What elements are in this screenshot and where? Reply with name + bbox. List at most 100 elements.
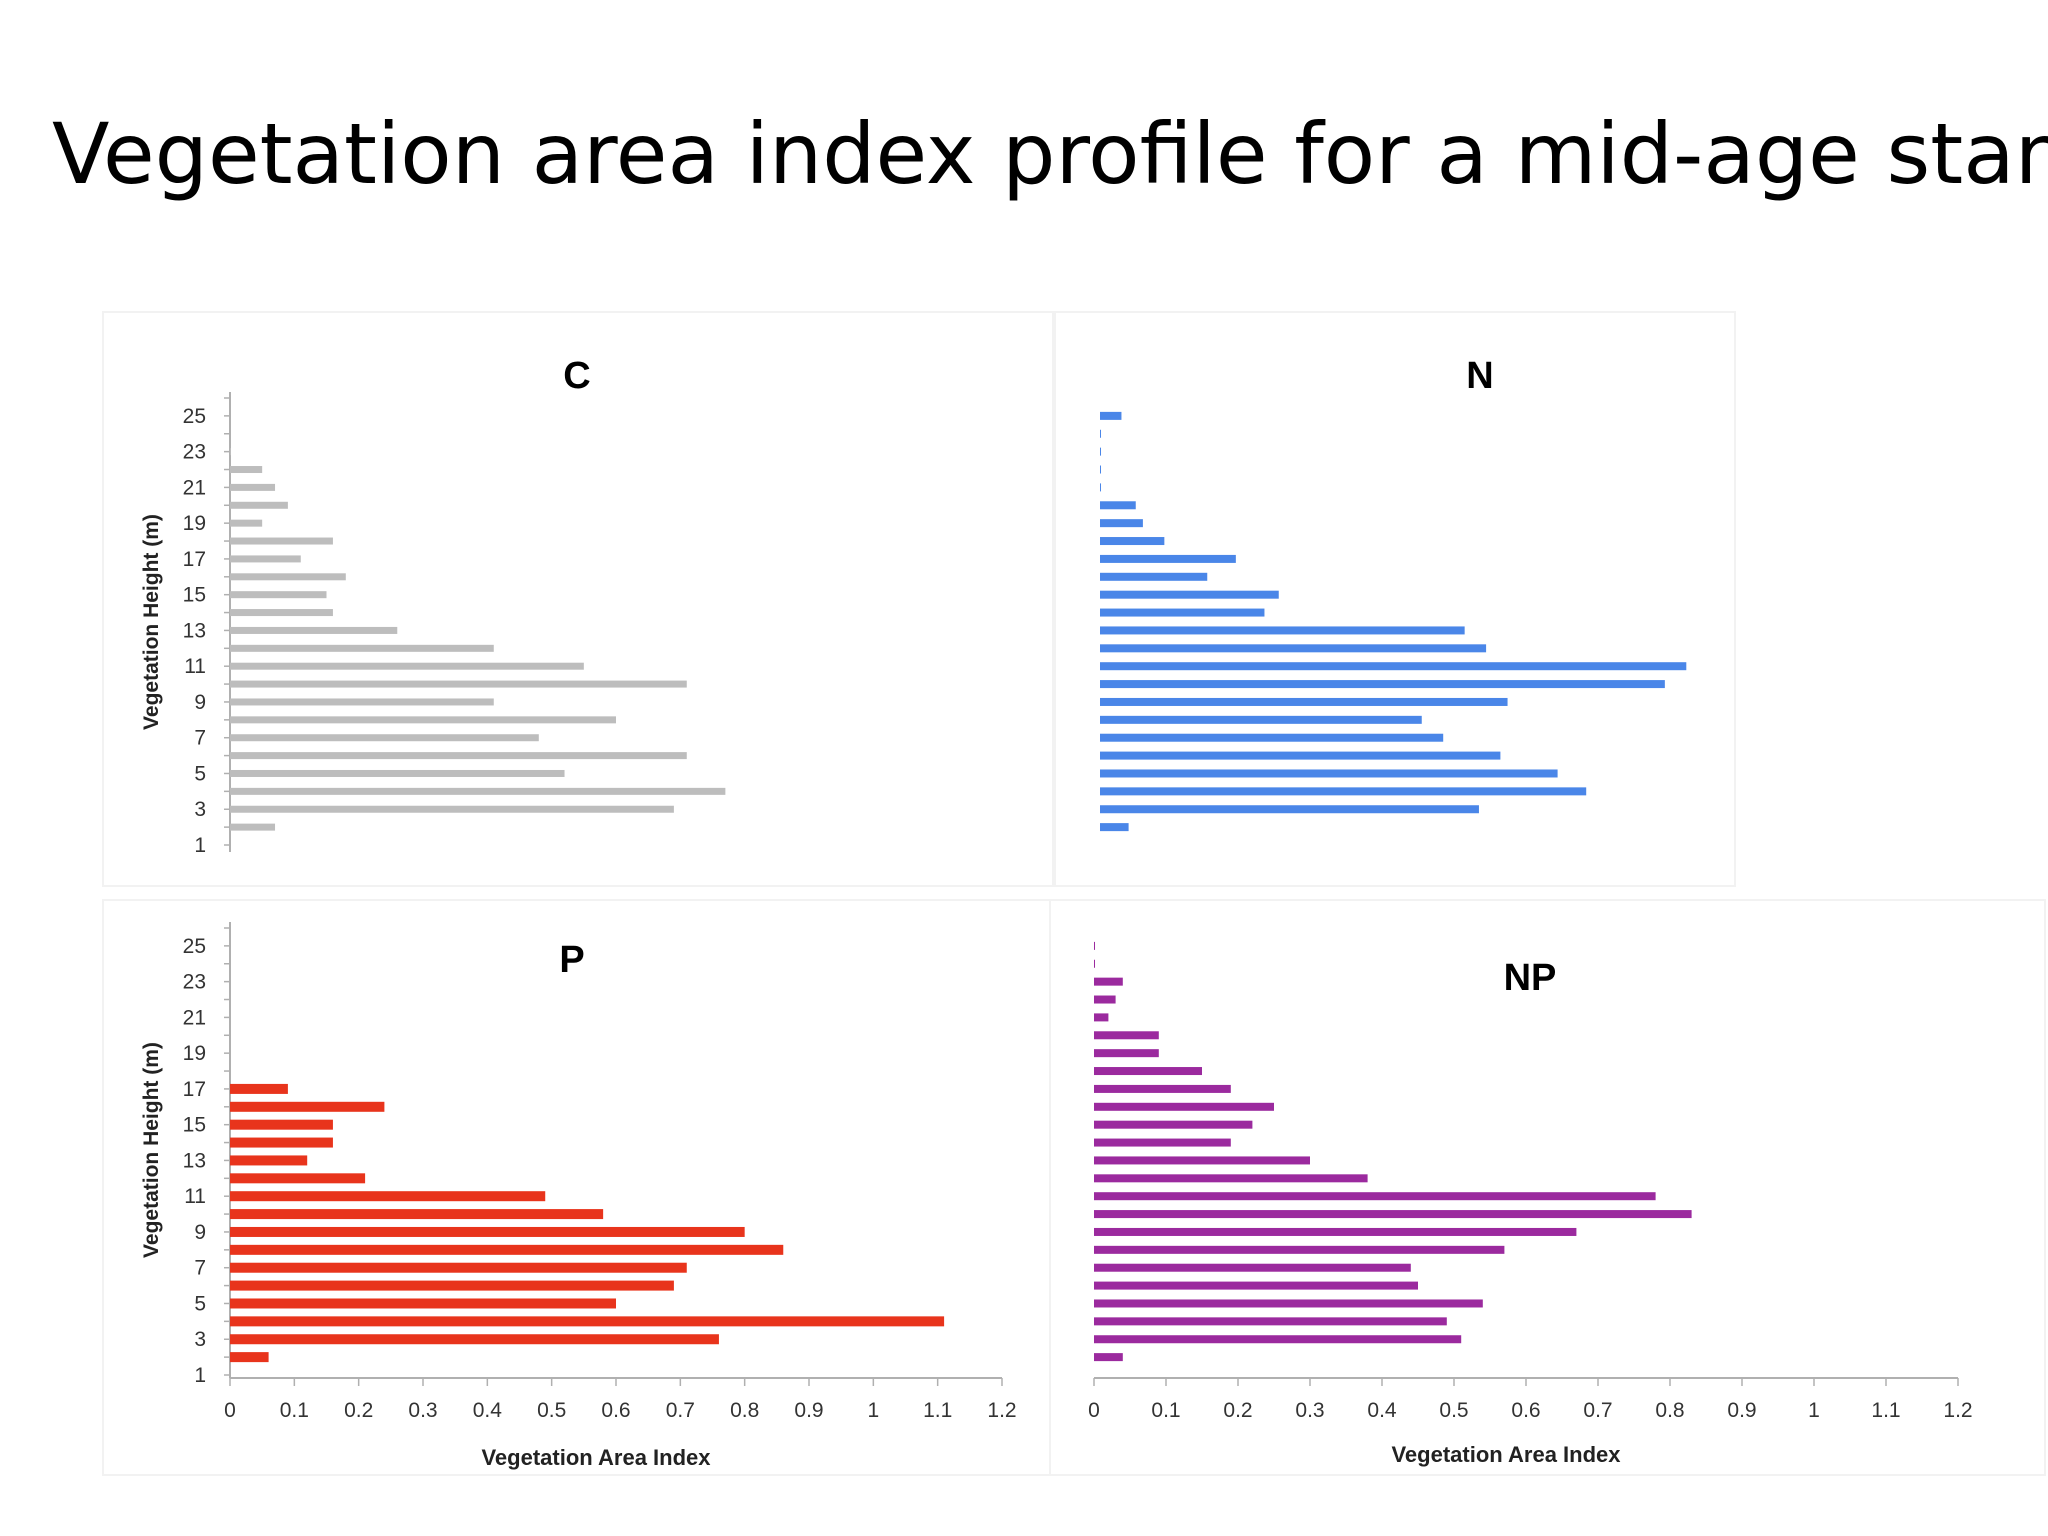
bar [1100, 572, 1208, 581]
x-tick-label: 0.8 [730, 1399, 759, 1422]
x-tick-label: 0.2 [344, 1399, 373, 1422]
chart-title: C [563, 355, 590, 397]
bar [230, 1173, 366, 1184]
x-tick-label: 1.1 [1871, 1399, 1900, 1422]
x-tick-label: 0.1 [1151, 1399, 1180, 1422]
x-tick-label: 0.4 [1367, 1399, 1397, 1422]
x-tick-label: 0 [224, 1399, 236, 1422]
bar [1094, 1245, 1505, 1254]
y-tick-label: 23 [183, 441, 206, 464]
bar [230, 466, 263, 474]
bar [230, 1316, 945, 1327]
y-tick-label: 11 [184, 1185, 206, 1208]
x-tick-label: 0.7 [666, 1399, 695, 1422]
bar [1094, 1120, 1253, 1129]
bar [230, 537, 333, 545]
chart-title: N [1466, 355, 1493, 397]
y-tick-label: 23 [183, 971, 206, 994]
y-tick-label: 7 [194, 1257, 206, 1280]
bar [1094, 1353, 1123, 1362]
x-tick-label: 0.3 [1295, 1399, 1324, 1422]
bar [230, 752, 687, 760]
y-tick-label: 11 [184, 655, 206, 678]
bar [230, 501, 288, 509]
x-tick-label: 1.1 [923, 1399, 952, 1422]
x-tick-label: 1.2 [987, 1399, 1016, 1422]
y-tick-label: 9 [194, 691, 206, 714]
bar [1100, 519, 1143, 528]
bar [230, 698, 494, 706]
x-tick-label: 1 [867, 1399, 879, 1422]
bar [1100, 787, 1587, 796]
bar [1100, 644, 1487, 653]
panel-background [102, 311, 1054, 887]
bar [230, 823, 276, 831]
bar [230, 716, 616, 724]
bar [230, 734, 539, 742]
y-tick-label: 13 [183, 619, 206, 642]
y-tick-label: 15 [183, 584, 206, 607]
bar [230, 1119, 333, 1130]
x-tick-label: 0.5 [1439, 1399, 1468, 1422]
panel-background [1054, 311, 1736, 887]
x-tick-label: 1.2 [1943, 1399, 1972, 1422]
y-tick-label: 1 [194, 834, 206, 857]
bar [230, 662, 584, 670]
bar [1100, 483, 1101, 492]
bar [230, 519, 263, 527]
bar [1094, 1192, 1656, 1201]
x-tick-label: 0.1 [280, 1399, 309, 1422]
bar [1100, 590, 1279, 599]
bar [230, 1334, 719, 1345]
bar [230, 1262, 687, 1273]
chart-panel-n: N [1054, 311, 1736, 887]
bar [1100, 608, 1265, 617]
y-tick-label: 17 [183, 548, 206, 571]
bar [230, 680, 687, 688]
y-tick-label: 17 [183, 1078, 206, 1101]
bar [1094, 1174, 1368, 1183]
bar [1094, 1299, 1483, 1308]
bar [1094, 1084, 1231, 1093]
bar [1094, 1210, 1692, 1219]
y-tick-label: 7 [194, 727, 206, 750]
y-axis-label: Vegetation Height (m) [140, 1042, 163, 1258]
bar [230, 1101, 385, 1112]
y-axis-label: Vegetation Height (m) [140, 514, 163, 730]
y-tick-label: 3 [194, 1328, 206, 1351]
bar [1094, 941, 1095, 950]
bar [230, 1155, 308, 1166]
bar [1094, 1156, 1310, 1165]
chart-panel-np: NP 0 0.1 0.2 0.3 0.4 0.5 0.6 0.7 0.8 0.9 1 1.1 1.2 Veg… [1049, 899, 2046, 1476]
chart-title: P [559, 939, 584, 981]
bar [1100, 501, 1136, 510]
bar [1100, 697, 1508, 706]
bar [1094, 1031, 1159, 1040]
x-tick-label: 0 [1088, 1399, 1100, 1422]
bar [1094, 1102, 1274, 1111]
bar [230, 1352, 269, 1363]
panel-background [102, 899, 1054, 1476]
y-tick-label: 9 [194, 1221, 206, 1244]
bar [1094, 1049, 1159, 1058]
bar [230, 769, 565, 777]
y-tick-label: 15 [183, 1114, 206, 1137]
bar [230, 626, 398, 634]
bar [1094, 1281, 1418, 1290]
bar [1094, 959, 1095, 968]
y-tick-label: 1 [194, 1364, 206, 1387]
x-tick-label: 0.6 [601, 1399, 630, 1422]
bar [230, 1298, 616, 1309]
bar [1094, 1013, 1109, 1022]
y-tick-label: 21 [183, 476, 206, 499]
y-tick-label: 5 [194, 1292, 206, 1315]
x-tick-label: 0.9 [794, 1399, 823, 1422]
bar [230, 591, 327, 599]
bar [230, 1083, 288, 1094]
x-tick-label: 0.7 [1583, 1399, 1612, 1422]
bar [230, 573, 346, 581]
x-tick-label: 0.2 [1223, 1399, 1252, 1422]
y-tick-label: 5 [194, 762, 206, 785]
